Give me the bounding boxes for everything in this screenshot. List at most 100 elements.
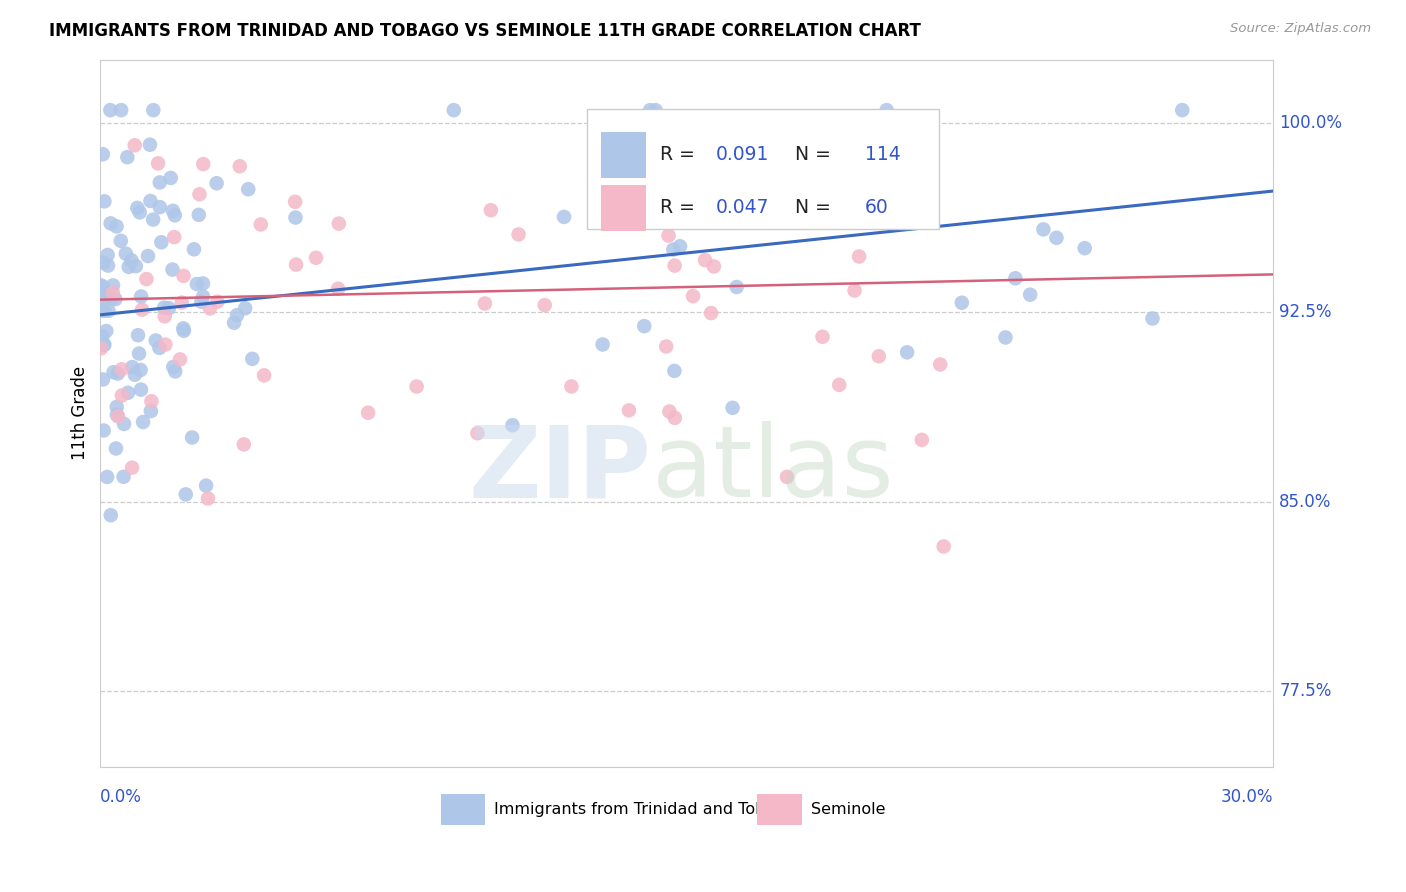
Text: IMMIGRANTS FROM TRINIDAD AND TOBAGO VS SEMINOLE 11TH GRADE CORRELATION CHART: IMMIGRANTS FROM TRINIDAD AND TOBAGO VS S… [49, 22, 921, 40]
Point [994, 330, 1017, 344]
Point [769, 198, 792, 212]
Point [190, 294, 212, 309]
Point [560, 379, 582, 393]
Point [932, 540, 955, 554]
FancyBboxPatch shape [602, 185, 645, 231]
Point [693, 253, 716, 268]
Point [93, 256, 115, 270]
Point [150, 235, 173, 250]
Point [187, 208, 209, 222]
Text: 92.5%: 92.5% [1279, 303, 1331, 321]
Point [467, 426, 489, 441]
Point [664, 259, 686, 273]
Point [142, 103, 165, 117]
Point [131, 302, 153, 317]
Point [725, 280, 748, 294]
Point [207, 294, 229, 309]
Point [633, 319, 655, 334]
Point [682, 289, 704, 303]
Point [797, 211, 820, 226]
Point [165, 364, 187, 378]
Point [111, 388, 134, 402]
Point [98, 103, 121, 117]
Point [162, 203, 184, 218]
Point [128, 346, 150, 360]
Text: ZIP: ZIP [468, 422, 651, 518]
Point [553, 210, 575, 224]
Point [96, 290, 118, 304]
Point [139, 194, 162, 208]
Point [848, 250, 870, 264]
Point [117, 385, 139, 400]
Point [111, 362, 134, 376]
Point [91, 147, 114, 161]
Point [155, 337, 177, 351]
Text: atlas: atlas [651, 422, 893, 518]
Point [136, 249, 159, 263]
Point [405, 379, 427, 393]
Text: N =: N = [783, 145, 837, 164]
Point [129, 363, 152, 377]
Point [1019, 287, 1042, 301]
Point [93, 290, 115, 304]
Point [127, 201, 149, 215]
Point [174, 487, 197, 501]
FancyBboxPatch shape [758, 794, 801, 825]
Point [101, 285, 124, 300]
Text: 0.047: 0.047 [716, 198, 769, 218]
Point [103, 365, 125, 379]
Point [159, 170, 181, 185]
Point [93, 338, 115, 352]
Point [91, 329, 114, 343]
Point [135, 272, 157, 286]
Point [97, 259, 120, 273]
Point [173, 324, 195, 338]
Point [120, 253, 142, 268]
Point [93, 303, 115, 318]
Point [644, 103, 666, 117]
Point [1171, 103, 1194, 117]
Point [655, 339, 678, 353]
Text: R =: R = [659, 145, 700, 164]
Point [1032, 222, 1054, 236]
Point [876, 103, 898, 117]
Point [776, 470, 799, 484]
Point [117, 150, 139, 164]
Point [868, 349, 890, 363]
Point [950, 295, 973, 310]
Point [911, 433, 934, 447]
Point [105, 219, 128, 234]
Point [658, 404, 681, 418]
Point [305, 251, 328, 265]
Point [844, 284, 866, 298]
Point [110, 234, 132, 248]
Point [172, 321, 194, 335]
Point [90, 342, 112, 356]
Point [162, 262, 184, 277]
Point [173, 268, 195, 283]
Point [721, 401, 744, 415]
Point [284, 211, 307, 225]
Point [124, 368, 146, 382]
Point [240, 351, 263, 366]
Point [197, 491, 219, 506]
Text: R =: R = [659, 198, 700, 218]
Point [188, 187, 211, 202]
Point [100, 508, 122, 523]
Point [664, 411, 686, 425]
Point [284, 194, 307, 209]
Point [97, 248, 120, 262]
Point [186, 277, 208, 291]
Point [105, 400, 128, 414]
Point [129, 289, 152, 303]
Point [205, 176, 228, 190]
Point [443, 103, 465, 117]
Point [96, 470, 118, 484]
FancyBboxPatch shape [440, 794, 485, 825]
Text: 100.0%: 100.0% [1279, 114, 1343, 132]
Point [1142, 311, 1164, 326]
Point [181, 430, 204, 444]
Point [592, 337, 614, 351]
Text: 85.0%: 85.0% [1279, 492, 1331, 511]
Point [148, 341, 170, 355]
